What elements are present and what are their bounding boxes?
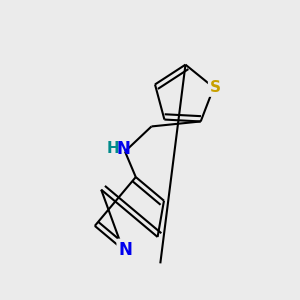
Text: S: S [210, 80, 221, 95]
Text: H: H [106, 141, 119, 156]
Text: N: N [118, 241, 132, 259]
Text: N: N [117, 140, 130, 158]
